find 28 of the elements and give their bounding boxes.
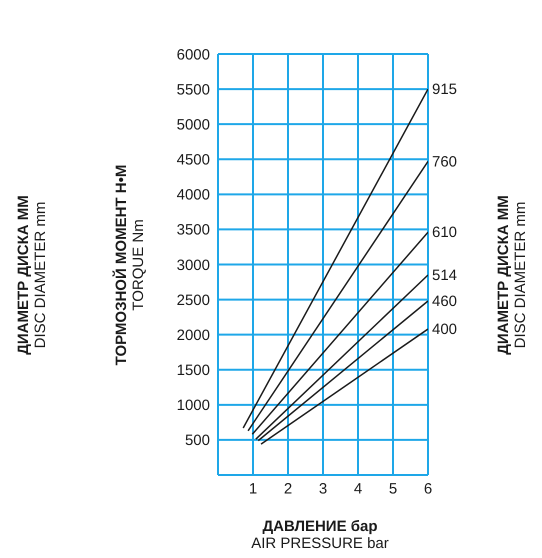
- legend-title: ДИАМЕТР ДИСКА ММ DISC DIAMETER mm: [495, 195, 529, 355]
- x-tick-label: 6: [424, 480, 432, 498]
- y-tick-label: 5000: [176, 116, 210, 134]
- y-tick-label: 6000: [176, 46, 210, 64]
- x-axis-title: ДАВЛЕНИЕ бар AIR PRESSURE bar: [251, 518, 389, 552]
- x-tick-label: 1: [248, 480, 258, 498]
- y-tick-label: 4000: [176, 186, 210, 204]
- y-tick-label: 2500: [176, 292, 210, 309]
- y-tick-label: 5500: [176, 81, 210, 98]
- y-tick-label: 1500: [176, 362, 210, 380]
- y-tick-label: 4500: [176, 152, 210, 169]
- y-tick-label: 500: [184, 432, 210, 450]
- text: ДИАМЕТР ДИСКА ММ DISC DIAMETER mm: [15, 195, 49, 355]
- y-axis-title: ТОРМОЗНОЙ МОМЕНТ Н•М TORQUE Nm: [113, 164, 147, 366]
- y-tick-label: 3500: [176, 222, 210, 239]
- series-label: 915: [432, 81, 458, 98]
- x-tick-label: 4: [354, 480, 362, 498]
- x-tick-label: 2: [284, 480, 292, 498]
- y-tick-label: 3000: [176, 256, 210, 274]
- series-label: 400: [432, 321, 458, 338]
- x-tick-label: 5: [388, 480, 398, 498]
- series-label: 514: [432, 267, 458, 284]
- series-label: 760: [432, 153, 458, 170]
- x-tick-label: 3: [318, 480, 328, 498]
- series-label: 460: [432, 292, 458, 310]
- y-tick-label: 2000: [176, 326, 210, 344]
- y-tick-label: 1000: [176, 397, 210, 414]
- series-label: 610: [432, 224, 458, 242]
